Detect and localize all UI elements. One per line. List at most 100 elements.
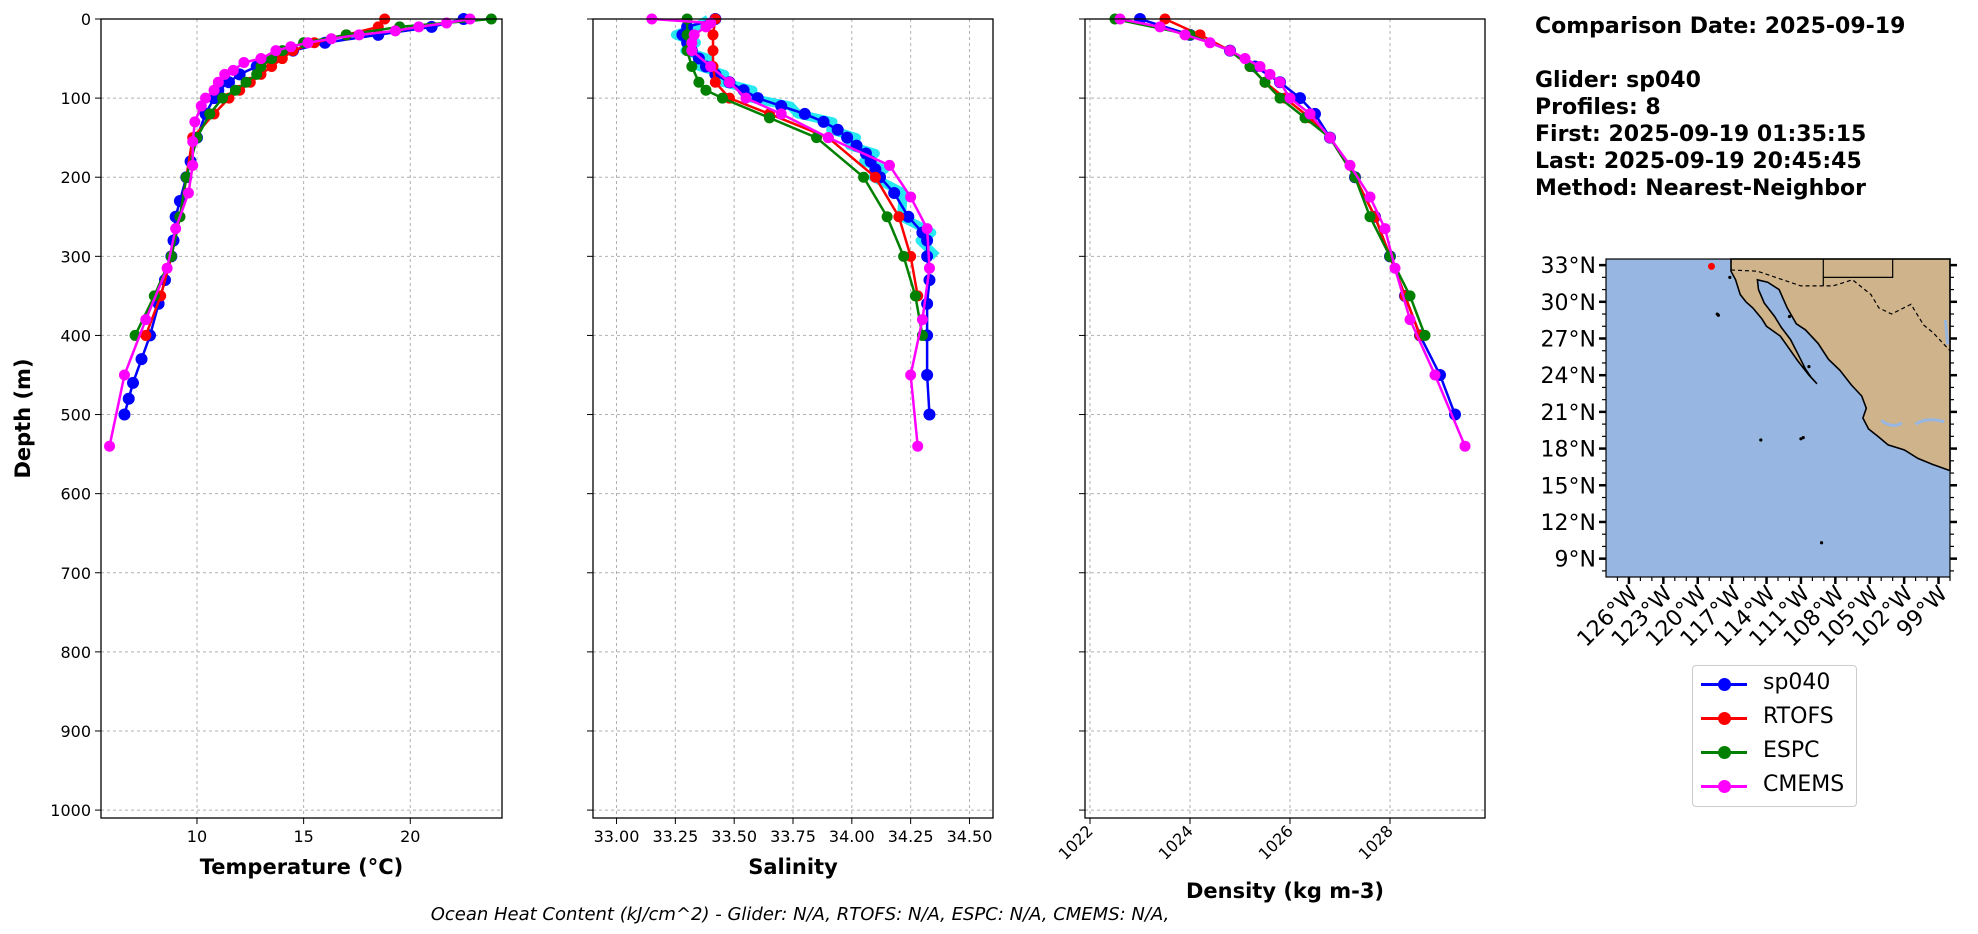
data-point xyxy=(251,68,263,80)
x-tick-label: 34.50 xyxy=(947,827,993,846)
data-point xyxy=(413,21,425,33)
axes-frame xyxy=(1084,18,1486,819)
data-point xyxy=(763,112,775,124)
x-tick-label: 15 xyxy=(293,827,313,846)
data-point xyxy=(182,187,194,199)
lake xyxy=(1880,419,1903,427)
series-line xyxy=(108,17,471,447)
data-point xyxy=(1224,45,1236,57)
island xyxy=(1787,314,1792,319)
panel-salinity: 33.00 33.25 33.50 33.75 34.00 34.25 34.50 Salin… xyxy=(587,13,994,879)
data-point xyxy=(204,108,216,120)
river xyxy=(1943,320,1950,345)
data-point xyxy=(1349,171,1361,183)
location-map: 33°N30°N27°N24°N21°N18°N15°N12°N9°N126°W… xyxy=(1541,254,1957,652)
legend-label: sp040 xyxy=(1763,670,1831,695)
data-point xyxy=(1344,159,1356,171)
data-point xyxy=(921,223,933,235)
data-point xyxy=(195,100,207,112)
first-time: First: 2025-09-19 01:35:15 xyxy=(1535,122,1867,147)
island xyxy=(1807,365,1811,369)
y-tick-label: 500 xyxy=(60,406,91,425)
data-point xyxy=(811,132,823,144)
series-line xyxy=(1139,17,1457,415)
data-point xyxy=(1364,211,1376,223)
y-tick-label: 200 xyxy=(60,168,91,187)
y-tick-label: 100 xyxy=(60,89,91,108)
data-point xyxy=(189,116,201,128)
data-point xyxy=(187,159,199,171)
lat-tick-label: 21°N xyxy=(1541,401,1596,426)
y-tick-label: 1000 xyxy=(50,801,91,820)
x-tick-label: 33.75 xyxy=(770,827,816,846)
data-point xyxy=(905,191,917,203)
island xyxy=(1759,438,1763,442)
data-point xyxy=(340,29,352,41)
data-point xyxy=(921,368,934,381)
series-line xyxy=(1114,17,1427,336)
x-tick-label: 1024 xyxy=(1155,821,1197,863)
grid-lines xyxy=(1085,18,1485,818)
series-rtofs xyxy=(707,13,924,302)
data-point xyxy=(881,211,893,223)
data-point xyxy=(302,37,314,49)
data-point xyxy=(1389,262,1401,274)
lat-tick-label: 15°N xyxy=(1541,474,1596,499)
lake xyxy=(1914,418,1945,426)
x-tick-label: 33.00 xyxy=(594,827,640,846)
series-cmems xyxy=(1114,13,1471,452)
y-tick-label: 600 xyxy=(60,485,91,504)
lat-tick-label: 33°N xyxy=(1541,254,1596,279)
data-point xyxy=(1154,21,1166,33)
data-point xyxy=(227,64,239,76)
data-point xyxy=(841,131,854,144)
data-point xyxy=(140,314,152,326)
data-point xyxy=(353,29,365,41)
data-point xyxy=(1259,76,1271,88)
data-point xyxy=(122,392,135,405)
data-point xyxy=(893,211,905,223)
lat-tick-label: 9°N xyxy=(1555,548,1596,573)
series-line xyxy=(711,18,919,297)
x-tick-label: 20 xyxy=(400,827,420,846)
data-point xyxy=(923,262,935,274)
island xyxy=(1819,541,1824,545)
data-point xyxy=(858,171,870,183)
data-point xyxy=(135,353,148,366)
axes-frame xyxy=(100,18,503,819)
y-tick-label: 800 xyxy=(60,643,91,662)
x-axis-label: Temperature (°C) xyxy=(200,855,403,879)
panel-density: 1022 1024 1026 1028 Density (kg m-3) xyxy=(1055,13,1486,903)
data-point xyxy=(238,57,250,69)
y-tick-label: 300 xyxy=(60,247,91,266)
ocean-heat-content-footer: Ocean Heat Content (kJ/cm^2) - Glider: N… xyxy=(430,904,1170,925)
island xyxy=(1716,313,1720,317)
data-point xyxy=(1404,290,1416,302)
legend-item-sp040: sp040 xyxy=(1693,667,1856,701)
legend-item-rtofs: RTOFS xyxy=(1693,701,1856,735)
data-point xyxy=(700,84,712,96)
island xyxy=(1728,275,1732,279)
data-point xyxy=(817,115,830,128)
y-tick-label: 700 xyxy=(60,564,91,583)
data-point xyxy=(276,53,288,65)
x-tick-label: 1028 xyxy=(1355,821,1397,863)
data-point xyxy=(909,290,921,302)
series-line xyxy=(1119,17,1467,447)
data-point xyxy=(723,76,735,88)
legend-marker xyxy=(1718,780,1731,793)
data-point xyxy=(686,60,698,72)
data-point xyxy=(1379,223,1391,235)
data-point xyxy=(1429,369,1441,381)
data-point xyxy=(822,132,834,144)
last-time: Last: 2025-09-19 20:45:45 xyxy=(1535,149,1862,174)
data-point xyxy=(707,45,719,57)
y-axis-label: Depth (m) xyxy=(11,358,35,478)
data-point xyxy=(1284,92,1296,104)
y-tick-label: 0 xyxy=(81,10,91,29)
data-point xyxy=(1459,440,1471,452)
series-sp040 xyxy=(118,13,470,421)
data-point xyxy=(831,123,844,136)
x-tick-label: 33.50 xyxy=(711,827,757,846)
